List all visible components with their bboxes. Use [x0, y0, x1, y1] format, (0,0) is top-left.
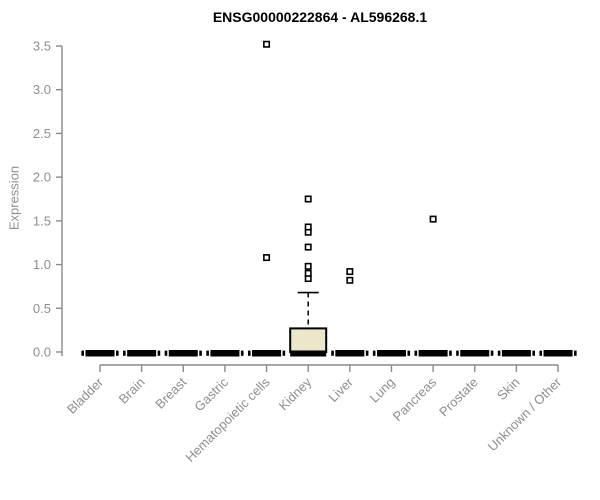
flat-boxplot-bar [127, 350, 157, 357]
flat-boxplot-bar [168, 350, 198, 357]
whisker-cap-left [123, 350, 126, 356]
x-category-label: Kidney [276, 374, 315, 413]
x-category-label: Unknown / Other [485, 374, 565, 454]
outlier-point [346, 268, 354, 276]
flat-boxplot-bar [210, 350, 240, 357]
x-category-label: Pancreas [390, 374, 440, 424]
flat-boxplot-bar [418, 350, 448, 357]
whisker-cap-left [206, 350, 209, 356]
whisker-cap-left [414, 350, 418, 356]
outlier-point [304, 195, 312, 203]
flat-boxplot-bar [335, 350, 365, 357]
y-tick-label: 1.5 [33, 213, 51, 228]
whisker-cap-right [574, 350, 577, 356]
whisker-cap-left [372, 350, 376, 356]
x-category-label: Bladder [64, 374, 107, 417]
whisker-cap-left [456, 350, 459, 356]
y-tick-label: 3.5 [33, 38, 51, 53]
whisker-cap-left [539, 350, 543, 356]
y-tick-label: 0.0 [33, 345, 51, 360]
outlier-point [304, 269, 312, 277]
outlier-point [429, 215, 437, 223]
whisker-cap-left [331, 350, 334, 356]
whisker-cap-left [81, 350, 84, 356]
x-category-label: Breast [152, 374, 189, 411]
flat-boxplot-bar [501, 350, 531, 357]
whisker-cap-right [282, 350, 286, 356]
y-tick-label: 1.0 [33, 257, 51, 272]
whisker-cap-right [449, 350, 452, 356]
whisker-cap-right [199, 350, 202, 356]
flat-boxplot-bar [460, 350, 490, 357]
x-category-label: Skin [494, 375, 522, 403]
x-category-label: Liver [325, 374, 356, 405]
x-category-label: Gastric [191, 374, 231, 414]
y-tick-label: 2.0 [33, 170, 51, 185]
flat-boxplot-bar [252, 350, 282, 357]
y-tick-label: 3.0 [33, 82, 51, 97]
chart-title: ENSG00000222864 - AL596268.1 [212, 9, 428, 25]
outlier-point [263, 40, 271, 48]
median-bar [290, 350, 327, 357]
whisker-cap-right [157, 350, 161, 356]
whisker-cap-right [365, 350, 369, 356]
whisker-cap-left [164, 350, 168, 356]
outlier-point [304, 243, 312, 251]
outlier-point [263, 254, 271, 262]
whisker-cap-left [247, 350, 251, 356]
whisker-cap-left [497, 350, 501, 356]
outlier-point [346, 276, 354, 284]
whisker-cap-right [490, 350, 494, 356]
whisker-cap-right [240, 350, 244, 356]
flat-boxplot-bar [85, 350, 115, 357]
flat-boxplot-bar [376, 350, 406, 357]
x-category-label: Brain [116, 375, 148, 407]
y-tick-label: 0.5 [33, 301, 51, 316]
outlier-point [304, 262, 312, 270]
y-tick-label: 2.5 [33, 126, 51, 141]
whisker-cap-right [407, 350, 411, 356]
box [289, 327, 328, 353]
flat-boxplot-bar [543, 350, 573, 357]
x-category-label: Prostate [436, 375, 481, 420]
x-category-label: Lung [367, 375, 398, 406]
whisker-cap-right [532, 350, 535, 356]
outlier-point [304, 223, 312, 231]
whisker-cap-right [116, 350, 119, 356]
